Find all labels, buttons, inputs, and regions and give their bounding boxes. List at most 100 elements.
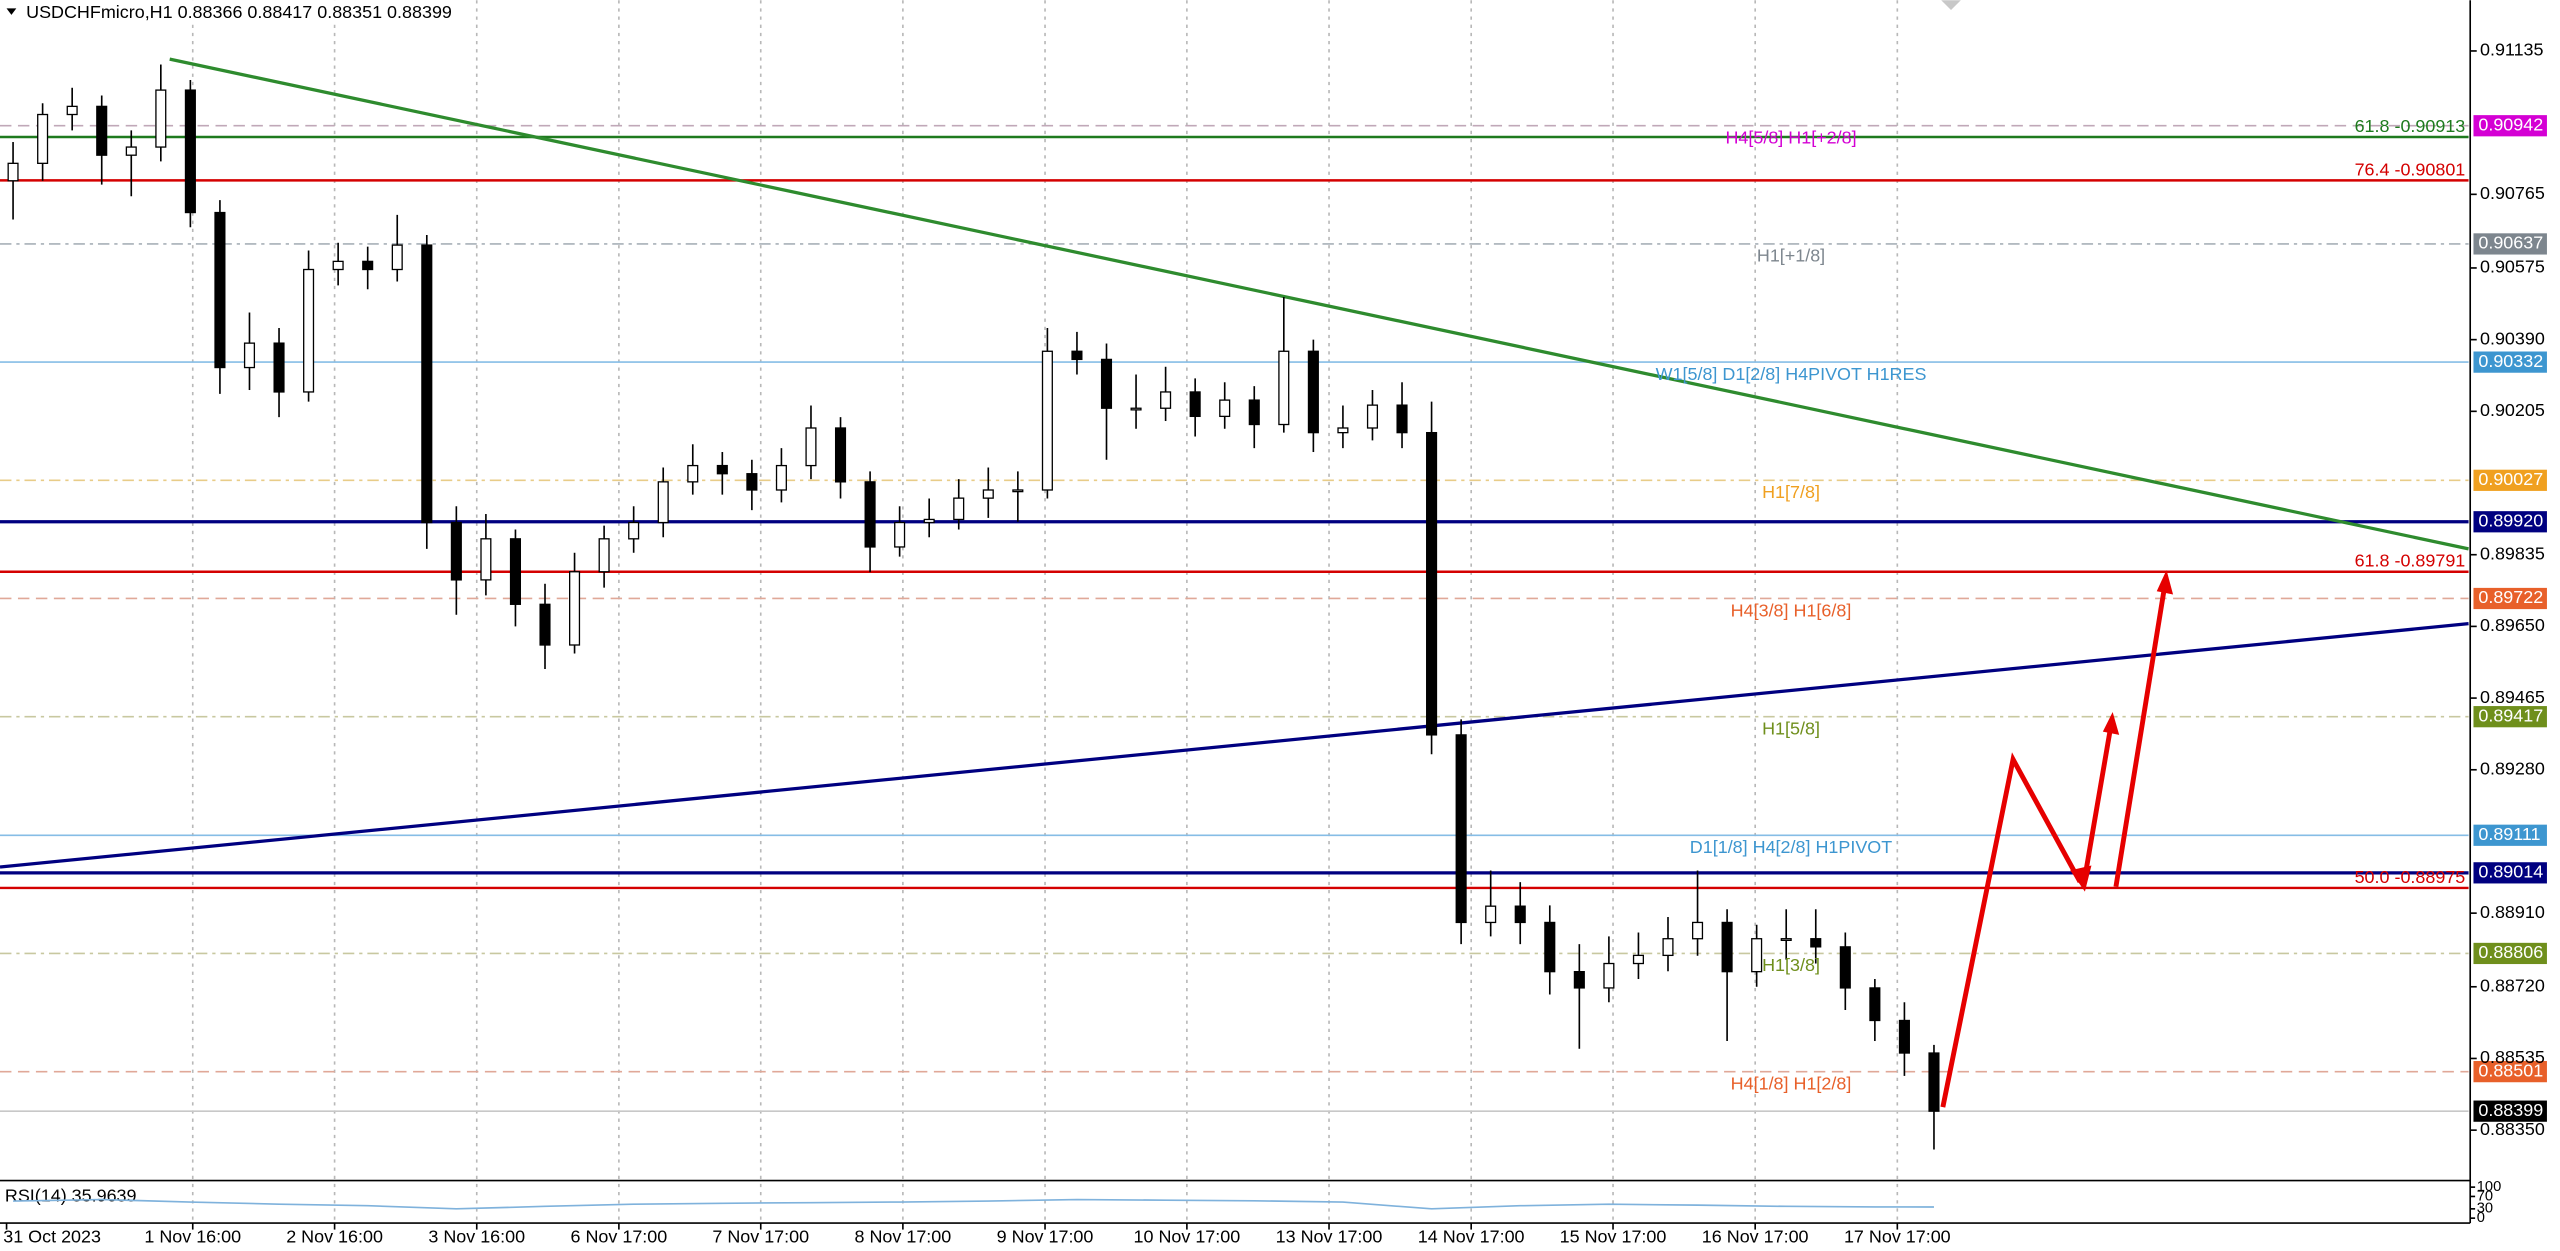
trendline <box>169 57 2469 551</box>
y-tick-label: 0.89465 <box>2480 687 2545 707</box>
y-tick-label: 0.88535 <box>2480 1047 2545 1067</box>
candle-body <box>1219 399 1231 418</box>
x-tick-label: 3 Nov 16:00 <box>428 1226 525 1246</box>
level-price-label: 0.89111 <box>2478 824 2540 844</box>
y-tick-label: 0.90205 <box>2480 400 2545 420</box>
candle-body <box>66 105 78 116</box>
candle-body <box>303 268 315 393</box>
candle-body <box>982 489 994 499</box>
rsi-tick-label: 70 <box>2477 1188 2493 1204</box>
rsi-line <box>13 1198 1934 1210</box>
candle-body <box>1869 987 1881 1022</box>
level-price-box <box>2473 469 2547 491</box>
candle-body <box>1041 350 1053 491</box>
y-tick-label: 0.89280 <box>2480 759 2545 779</box>
level-price-label: 0.89014 <box>2478 862 2543 882</box>
level-label: H1[5/8] <box>1762 718 1820 738</box>
y-tick-label: 0.90765 <box>2480 183 2545 203</box>
candle-body <box>1603 962 1615 989</box>
header-icon <box>6 8 17 15</box>
x-tick-label: 7 Nov 17:00 <box>712 1226 809 1246</box>
candle-body <box>1544 921 1556 973</box>
y-tick-label: 0.90390 <box>2480 328 2545 348</box>
candle-body <box>1898 1019 1910 1054</box>
candle-body <box>184 89 196 214</box>
level-price-label: 0.88399 <box>2478 1100 2543 1120</box>
candle-body <box>421 244 433 524</box>
candle-body <box>1278 350 1290 426</box>
candle-body <box>7 162 19 182</box>
level-price-label: 0.90637 <box>2478 233 2543 253</box>
y-tick-label: 0.89650 <box>2480 615 2545 635</box>
candle-body <box>1810 938 1822 948</box>
candle-body <box>1928 1052 1940 1112</box>
level-price-box <box>2473 942 2547 965</box>
candle-body <box>894 521 906 548</box>
level-label: H1[3/8] <box>1762 955 1820 975</box>
candle-body <box>125 146 137 156</box>
y-tick-label: 0.88720 <box>2480 976 2545 996</box>
fib-label: 61.8 -0.89791 <box>2355 551 2466 571</box>
candle-body <box>1189 391 1201 418</box>
x-tick-label: 15 Nov 17:00 <box>1560 1226 1667 1246</box>
x-tick-label: 2 Nov 16:00 <box>286 1226 383 1246</box>
candle-body <box>480 538 492 581</box>
level-label: D1[1/8] H4[2/8] H1PIVOT <box>1690 837 1892 857</box>
level-price-box <box>2473 115 2547 137</box>
level-label: H4[3/8] H1[6/8] <box>1731 600 1852 620</box>
level-label: H1[7/8] <box>1762 482 1820 502</box>
y-tick-label: 0.91135 <box>2480 40 2544 60</box>
x-tick-label: 8 Nov 17:00 <box>855 1226 952 1246</box>
candle-body <box>1160 391 1172 409</box>
forecast-path <box>2113 584 2168 888</box>
rsi-tick-label: 100 <box>2477 1179 2502 1195</box>
candle-body <box>805 427 817 467</box>
candle-body <box>155 89 167 148</box>
candle-body <box>1632 954 1644 965</box>
candle-body <box>332 260 344 271</box>
y-tick-label: 0.88910 <box>2480 902 2545 922</box>
label-layer: H4[5/8] H1[+2/8] 0.90942 H1[+1/8] 0.90637 W1… <box>1656 114 2547 1122</box>
level-price-box <box>2473 1061 2547 1083</box>
candle-body <box>1514 905 1526 924</box>
x-tick-label: 14 Nov 17:00 <box>1418 1226 1525 1246</box>
level-price-box <box>2473 511 2547 533</box>
arrow-head <box>2156 569 2174 595</box>
level-label: H4[5/8] H1[+2/8] <box>1725 128 1856 148</box>
level-price-label: 0.90942 <box>2478 114 2543 134</box>
candle-body <box>864 481 876 548</box>
x-tick-label: 17 Nov 17:00 <box>1844 1226 1951 1246</box>
y-tick-label: 0.89835 <box>2480 543 2545 563</box>
level-price-label: 0.88806 <box>2478 942 2543 962</box>
candle-body <box>1100 358 1113 409</box>
candle-body <box>362 260 374 271</box>
level-price-label: 0.90027 <box>2478 469 2543 489</box>
candle-body <box>1691 921 1704 940</box>
candle-body <box>953 497 965 521</box>
candle-body <box>1485 905 1497 924</box>
trendline <box>0 622 2469 869</box>
rsi-tick-label: 0 <box>2477 1210 2485 1226</box>
candle-body <box>1426 431 1438 736</box>
candle-body <box>657 481 669 524</box>
candle-body <box>1071 350 1083 361</box>
level-price-label: 0.88501 <box>2478 1060 2543 1080</box>
arrow-head <box>2070 865 2092 892</box>
candle-body <box>687 464 699 483</box>
candle-body <box>37 113 49 164</box>
level-price-label: 0.90332 <box>2478 351 2543 371</box>
candle-body <box>1751 938 1763 973</box>
candle-body <box>1012 489 1024 493</box>
level-price-box <box>2473 706 2547 728</box>
fib-label: 61.8 -0.90913 <box>2355 116 2466 136</box>
scroll-marker <box>1941 0 1961 10</box>
level-price-box <box>2473 824 2547 846</box>
level-price-box <box>2473 1100 2547 1122</box>
level-label: W1[5/8] D1[2/8] H4PIVOT H1RES <box>1656 364 1927 384</box>
candle-body <box>1307 350 1319 434</box>
fib-label: 50.0 -0.88975 <box>2355 867 2466 887</box>
rsi-tick-label: 30 <box>2477 1201 2493 1217</box>
candle-body <box>1455 734 1467 924</box>
